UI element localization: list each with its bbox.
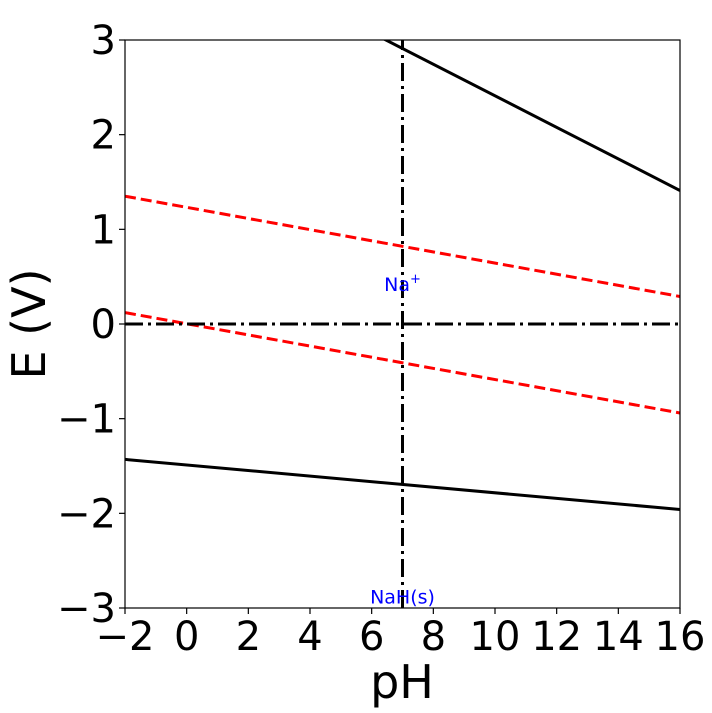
- x-tick-label: 0: [174, 614, 199, 660]
- series-layer: [125, 40, 680, 608]
- x-axis-ticks: −2 0 2 4 6 8 10 12 14 16: [96, 608, 706, 660]
- y-tick-label: 0: [91, 302, 116, 348]
- x-tick-label: 16: [655, 614, 706, 660]
- x-tick-label: 8: [421, 614, 446, 660]
- y-axis-ticks: −3 −2 −1 0 1 2 3: [57, 18, 125, 632]
- x-tick-label: −2: [96, 614, 155, 660]
- y-tick-label: 2: [91, 113, 116, 159]
- y-tick-label: 3: [91, 18, 116, 64]
- annotation-layer: Na+ NaH(s): [370, 272, 435, 608]
- y-tick-label: −3: [57, 586, 116, 632]
- x-tick-label: 10: [470, 614, 521, 660]
- x-axis-label: pH: [370, 655, 434, 709]
- y-tick-label: −1: [57, 397, 116, 443]
- y-tick-label: 1: [91, 207, 116, 253]
- series-line-solid-2: [125, 457, 680, 511]
- series-line-dashed-3: [125, 194, 680, 298]
- x-tick-label: 4: [297, 614, 322, 660]
- region-label: Na+: [384, 272, 421, 296]
- series-line-dashed-4: [125, 311, 680, 415]
- x-tick-label: 6: [359, 614, 384, 660]
- y-axis-label: E (V): [2, 268, 56, 379]
- x-tick-label: 2: [236, 614, 261, 660]
- x-tick-label: 12: [531, 614, 582, 660]
- region-label: NaH(s): [370, 586, 435, 608]
- y-tick-label: −2: [57, 491, 116, 537]
- x-tick-label: 14: [593, 614, 644, 660]
